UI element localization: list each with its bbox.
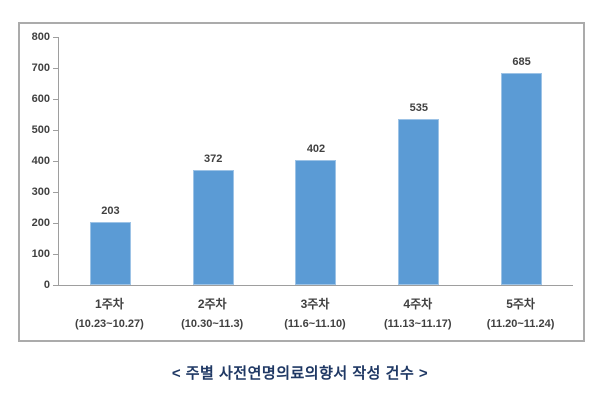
bar (89, 222, 131, 285)
bar-group: 535 (367, 37, 470, 285)
x-axis-range-label: (11.20~11.24) (486, 318, 555, 330)
y-axis-tick-label: 300 (31, 186, 50, 198)
x-axis-category-label: 5주차 (506, 297, 535, 311)
y-axis-tick-label: 800 (31, 31, 50, 43)
x-axis-category-label: 2주차 (197, 297, 227, 311)
x-axis-category-label: 4주차 (403, 297, 433, 311)
bar-value-label: 372 (204, 153, 223, 165)
bar (295, 160, 337, 285)
x-axis-label-group: 1주차 (10.23~10.27) (58, 297, 161, 331)
y-axis-tick (53, 68, 58, 69)
y-axis-tick (53, 130, 58, 131)
bar-value-label: 402 (306, 143, 326, 155)
bar-group: 402 (265, 37, 368, 285)
y-axis-tick-label: 100 (31, 248, 50, 260)
x-axis-range-label: (10.30~11.3) (181, 318, 244, 330)
y-axis-tick (53, 37, 58, 38)
y-axis-tick (53, 254, 58, 255)
x-axis-label-group: 3주차 (11.6~11.10) (264, 297, 367, 331)
bar-chart: 0 100 200 300 400 500 600 700 800 203 372 402 535 68… (18, 22, 585, 342)
x-axis-category-label: 3주차 (300, 297, 330, 311)
y-axis-tick-label: 600 (31, 93, 50, 105)
bar-group: 203 (59, 37, 162, 285)
y-axis-tick-label: 400 (31, 155, 50, 167)
y-axis-tick-label: 500 (31, 124, 50, 136)
y-axis-tick-label: 200 (31, 217, 50, 229)
x-axis-category-label: 1주차 (95, 297, 124, 311)
bar (192, 170, 234, 285)
y-axis-tick (53, 285, 58, 286)
plot-area: 203 372 402 535 685 (58, 37, 573, 286)
chart-caption: < 주별 사전연명의료의향서 작성 건수 > (171, 365, 429, 382)
bar (501, 73, 543, 285)
x-axis-range-label: (11.6~11.10) (284, 318, 346, 330)
bar-group: 372 (162, 37, 265, 285)
x-axis-label-group: 4주차 (11.13~11.17) (366, 297, 469, 331)
x-axis-label-group: 5주차 (11.20~11.24) (469, 297, 572, 331)
x-axis-labels: 1주차 (10.23~10.27) 2주차 (10.30~11.3) 3주차 (11.6~… (58, 297, 572, 331)
y-axis-tick (53, 99, 58, 100)
x-axis-range-label: (11.13~11.17) (383, 318, 452, 330)
bar-value-label: 685 (512, 56, 531, 68)
bar-value-label: 535 (409, 102, 428, 114)
y-axis-tick (53, 223, 58, 224)
y-axis-tick-label: 700 (31, 62, 50, 74)
y-axis-tick (53, 161, 58, 162)
y-axis-tick-label: 0 (43, 279, 50, 291)
x-axis-label-group: 2주차 (10.30~11.3) (161, 297, 264, 331)
bar-value-label: 203 (101, 205, 120, 217)
bar (398, 119, 440, 285)
x-axis-range-label: (10.23~10.27) (74, 318, 144, 330)
y-axis-tick (53, 192, 58, 193)
bar-group: 685 (470, 37, 573, 285)
